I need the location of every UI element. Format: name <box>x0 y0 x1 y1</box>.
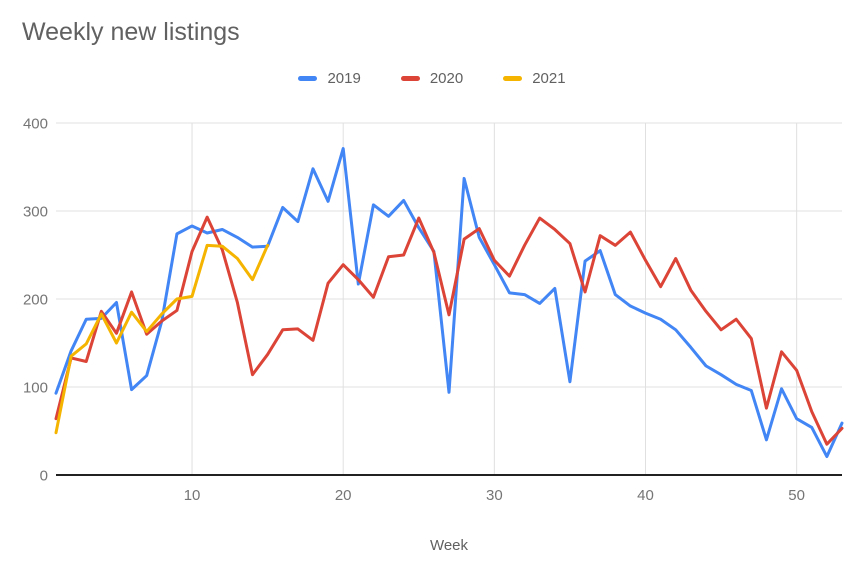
x-axis-title: Week <box>430 537 469 554</box>
legend-swatch-2021 <box>503 76 523 81</box>
x-tick-label-20: 20 <box>335 487 352 504</box>
x-tick-label-30: 30 <box>486 487 503 504</box>
series-line-2021[interactable] <box>54 243 270 435</box>
x-tick-label-40: 40 <box>637 487 654 504</box>
legend-label-2021: 2021 <box>532 70 566 87</box>
legend-item-2020[interactable]: 2020 <box>400 70 464 87</box>
y-tick-label-0: 0 <box>40 468 48 485</box>
series-line-2019[interactable] <box>54 147 844 459</box>
legend-item-2021[interactable]: 2021 <box>503 70 566 87</box>
legend-swatch-2020 <box>400 76 420 81</box>
x-tick-label-50: 50 <box>788 487 805 504</box>
legend-swatch-2019 <box>298 76 318 81</box>
y-tick-label-300: 300 <box>23 204 48 221</box>
y-tick-label-200: 200 <box>23 292 48 309</box>
x-tick-label-10: 10 <box>184 487 201 504</box>
legend-item-2019[interactable]: 2019 <box>298 70 361 87</box>
legend-label-2019: 2019 <box>327 70 361 87</box>
legend: 2019 2020 2021 <box>0 70 864 87</box>
series-line-2020[interactable] <box>54 215 844 446</box>
y-tick-label-100: 100 <box>23 380 48 397</box>
legend-label-2020: 2020 <box>429 70 464 87</box>
chart-title: Weekly new listings <box>22 18 240 46</box>
y-tick-label-400: 400 <box>23 116 48 133</box>
